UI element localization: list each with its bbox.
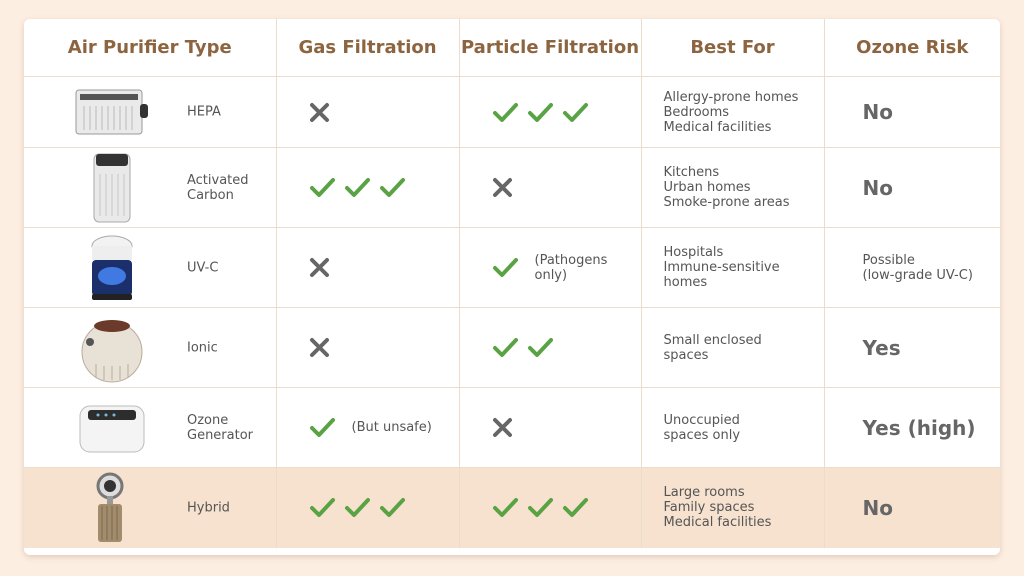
- best-for-line: spaces only: [663, 427, 741, 443]
- check-icon: [309, 498, 335, 518]
- check-icon: [344, 178, 370, 197]
- ozone-risk-cell: No: [823, 147, 1000, 228]
- check-icon: [309, 178, 335, 197]
- ozone-risk-cell: No: [823, 76, 1000, 148]
- uvc-purifier-image: [91, 235, 133, 300]
- particle-filtration-cell: [458, 307, 642, 388]
- type-label: Ionic: [187, 340, 218, 355]
- hepa-purifier-image: [75, 89, 148, 135]
- check-icon: [527, 338, 553, 357]
- gas-filtration-cell: [275, 307, 460, 388]
- particle-filtration-cell: [458, 147, 642, 228]
- header-best-for: Best For: [640, 19, 825, 77]
- comparison-card: Air Purifier Type Gas Filtration Particl…: [24, 19, 1000, 555]
- header-gas-filtration: Gas Filtration: [275, 19, 460, 77]
- check-icon: [344, 498, 370, 518]
- check-icon: [527, 102, 553, 122]
- header-ozone-risk: Ozone Risk: [823, 19, 1000, 77]
- table-row: UV-C (Pathogens only) Hospitals Immune-se…: [24, 227, 1000, 308]
- type-label: Hybrid: [187, 500, 230, 516]
- best-for-line: Family spaces: [663, 500, 755, 516]
- best-for-line: Urban homes: [663, 180, 751, 195]
- best-for-line: Small enclosed: [663, 332, 762, 348]
- type-label: Activated Carbon: [187, 172, 249, 203]
- table-row: Ionic Small enclosed spaces Yes: [24, 307, 1000, 388]
- best-for-cell: Large rooms Family spaces Medical faciliti…: [640, 467, 825, 548]
- type-label: HEPA: [187, 104, 221, 120]
- ozone-risk-cell: Possible (low-grade UV-C): [823, 227, 1000, 308]
- gas-filtration-cell: (But unsafe): [275, 387, 460, 468]
- best-for-line: Bedrooms: [663, 104, 730, 120]
- check-icon: [562, 102, 588, 122]
- check-icon: [492, 338, 518, 357]
- check-icon: [562, 498, 588, 518]
- gas-filtration-cell: [275, 227, 460, 308]
- particle-filtration-cell: [458, 387, 642, 468]
- header-particle-filtration: Particle Filtration: [458, 19, 642, 77]
- best-for-cell: Unoccupied spaces only: [640, 387, 825, 468]
- ozone-risk-cell: No: [823, 467, 1000, 548]
- best-for-line: homes: [663, 275, 708, 290]
- header-type: Air Purifier Type: [24, 19, 277, 77]
- ozone-risk-cell: Yes (high): [823, 387, 1000, 468]
- ozone-generator-image: [79, 405, 145, 452]
- table-row: Activated Carbon Kitchens Urban homes Smok…: [24, 147, 1000, 228]
- best-for-line: Large rooms: [663, 485, 745, 501]
- type-cell: Ozone Generator: [24, 387, 277, 468]
- ozone-risk-cell: Yes: [823, 307, 1000, 388]
- type-label: UV-C: [187, 260, 219, 275]
- filtration-note: (Pathogens only): [534, 252, 608, 283]
- table-row: Ozone Generator (But unsafe) Unoccupied s…: [24, 387, 1000, 468]
- best-for-line: Immune-sensitive: [663, 260, 780, 275]
- best-for-cell: Kitchens Urban homes Smoke-prone areas: [640, 147, 825, 228]
- best-for-line: Smoke-prone areas: [663, 195, 790, 210]
- check-icon: [309, 418, 335, 437]
- hybrid-purifier-image: [96, 472, 124, 542]
- check-icon: [492, 498, 518, 518]
- particle-filtration-cell: [458, 76, 642, 148]
- check-icon: [527, 498, 553, 518]
- table-row: HEPA Allergy-prone homes Bedrooms Medical …: [24, 76, 1000, 148]
- particle-filtration-cell: (Pathogens only): [458, 227, 642, 308]
- type-cell: Ionic: [24, 307, 277, 388]
- gas-filtration-cell: [275, 76, 460, 148]
- header-row: Air Purifier Type Gas Filtration Particl…: [24, 19, 1000, 77]
- type-cell: HEPA: [24, 76, 277, 148]
- type-label: Ozone Generator: [187, 412, 254, 443]
- cross-icon: [492, 178, 512, 197]
- best-for-cell: Hospitals Immune-sensitive homes: [640, 227, 825, 308]
- best-for-cell: Allergy-prone homes Bedrooms Medical facil…: [640, 76, 825, 148]
- ionic-purifier-image: [81, 319, 143, 382]
- best-for-line: Unoccupied: [663, 412, 740, 428]
- cross-icon: [309, 258, 329, 277]
- gas-filtration-cell: [275, 467, 460, 548]
- cross-icon: [309, 102, 329, 122]
- table-row: Hybrid Large rooms Family spaces Medical f…: [24, 467, 1000, 548]
- check-icon: [492, 102, 518, 122]
- particle-filtration-cell: [458, 467, 642, 548]
- best-for-line: Kitchens: [663, 165, 720, 180]
- best-for-line: Medical facilities: [663, 119, 772, 135]
- type-cell: UV-C: [24, 227, 277, 308]
- cross-icon: [492, 418, 512, 437]
- check-icon: [492, 258, 518, 277]
- check-icon: [379, 178, 405, 197]
- best-for-line: spaces: [663, 347, 709, 363]
- best-for-line: Hospitals: [663, 245, 724, 260]
- check-icon: [379, 498, 405, 518]
- type-cell: Activated Carbon: [24, 147, 277, 228]
- carbon-purifier-image: [93, 153, 131, 222]
- ozone-risk-line1: Possible: [862, 252, 915, 268]
- best-for-line: Allergy-prone homes: [663, 89, 799, 105]
- type-cell: Hybrid: [24, 467, 277, 548]
- ozone-risk-line2: (low-grade UV-C): [862, 267, 973, 283]
- best-for-cell: Small enclosed spaces: [640, 307, 825, 388]
- purifier-comparison-table: Air Purifier Type Gas Filtration Particl…: [24, 19, 1000, 548]
- best-for-line: Medical facilities: [663, 515, 772, 531]
- filtration-note: (But unsafe): [351, 420, 432, 435]
- cross-icon: [309, 338, 329, 357]
- gas-filtration-cell: [275, 147, 460, 228]
